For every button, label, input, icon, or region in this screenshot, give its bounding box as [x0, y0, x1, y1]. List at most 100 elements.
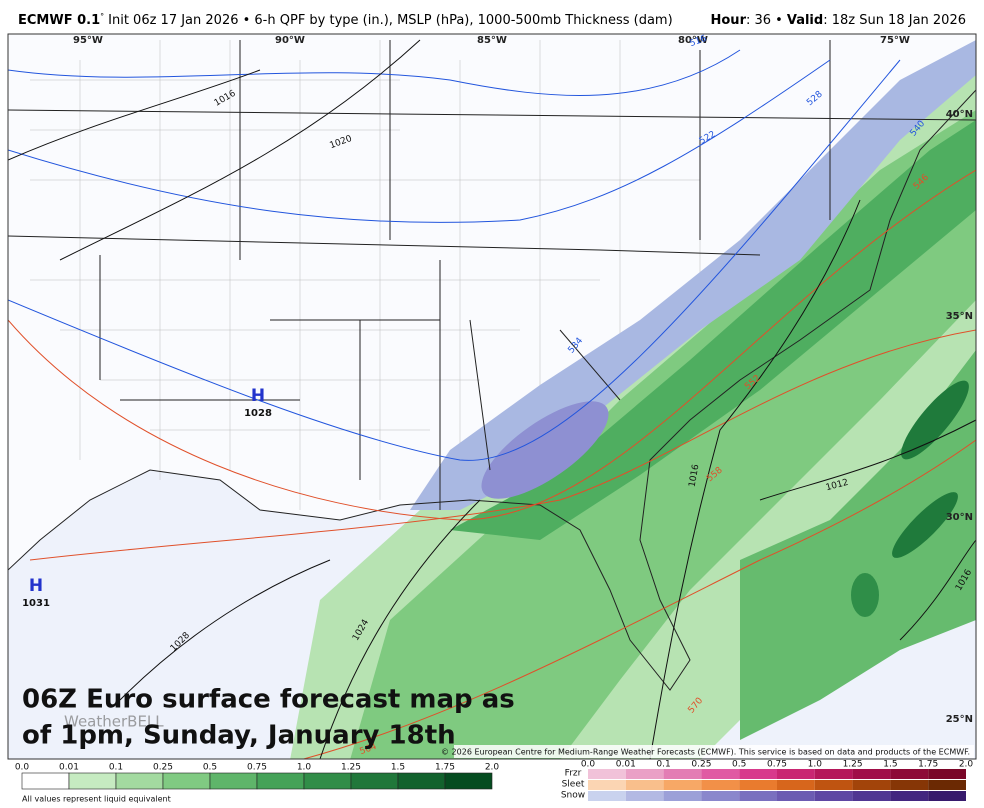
rain-swatch	[68, 772, 117, 790]
winter-swatch	[928, 791, 966, 801]
isobar	[8, 69, 261, 161]
precip-core	[901, 380, 969, 460]
winter-swatch	[663, 769, 702, 779]
high-symbol: H	[251, 386, 265, 406]
rain-value: 0.75	[247, 763, 267, 773]
winter-value: 1.5	[883, 760, 897, 770]
rain-value: 0.1	[109, 763, 123, 773]
longitude-label: 85°W	[477, 35, 507, 46]
isobar	[319, 499, 481, 759]
winter-value: 2.0	[959, 760, 974, 770]
winter-type: Frzr	[565, 769, 582, 779]
rain-value: 0.0	[15, 763, 30, 773]
winter-type: Sleet	[562, 780, 585, 790]
winter-swatch	[890, 769, 929, 779]
winter-swatch	[928, 780, 966, 790]
winter-swatch	[814, 769, 853, 779]
valid-value: : 18z Sun 18 Jan 2026	[823, 13, 966, 28]
isobar	[59, 39, 421, 261]
high-symbol: H	[29, 576, 43, 596]
rain-swatch	[256, 772, 305, 790]
precip-core	[851, 573, 879, 617]
winter-swatch	[928, 769, 966, 779]
snow-light	[410, 40, 976, 510]
winter-swatch	[777, 791, 815, 801]
isobar	[649, 199, 861, 759]
graticule-labels: 95°W 90°W 85°W 80°W 75°W 40°N 35°N 30°N 25°N	[73, 35, 973, 725]
rain-swatch	[303, 772, 352, 790]
isobar-label: 1016	[688, 463, 702, 488]
watermark: WeatherBELL	[64, 713, 164, 731]
map-border	[7, 33, 977, 760]
winter-swatch	[890, 780, 929, 790]
copyright: © 2026 European Centre for Medium-Range …	[441, 748, 970, 757]
coastline	[8, 89, 976, 691]
longitude-label: 80°W	[678, 35, 708, 46]
thickness-line	[8, 59, 901, 461]
rain-value: 1.5	[391, 763, 405, 773]
winter-value: 0.75	[767, 760, 787, 770]
winter-value: 0.1	[656, 760, 670, 770]
rain-swatch	[115, 772, 164, 790]
longitude-label: 90°W	[275, 35, 305, 46]
winter-swatch	[701, 780, 740, 790]
isobar	[899, 539, 976, 641]
winter-value: 0.25	[691, 760, 711, 770]
longitude-label: 95°W	[73, 35, 103, 46]
land	[8, 34, 976, 690]
snow-moderate	[481, 401, 609, 499]
rain-value: 0.01	[59, 763, 79, 773]
legend: All values represent liquid equivalent 0…	[15, 760, 974, 804]
longitude-label: 75°W	[880, 35, 910, 46]
thickness-line	[8, 59, 831, 223]
rain-value: 2.0	[485, 763, 500, 773]
valid-label: Valid	[787, 13, 823, 28]
winter-swatch	[663, 791, 702, 801]
winter-value: 1.75	[918, 760, 938, 770]
overlay-text: 06Z Euro surface forecast map as	[22, 685, 515, 715]
rain-swatch	[350, 772, 399, 790]
isobar	[119, 559, 331, 701]
model: ECMWF 0.1	[18, 13, 100, 28]
winter-swatch	[625, 769, 664, 779]
title: ECMWF 0.1° Init 06z 17 Jan 2026 • 6-h QPF…	[18, 12, 673, 28]
rain-swatch	[397, 772, 446, 790]
winter-value: 1.0	[808, 760, 823, 770]
winter-swatch	[625, 791, 664, 801]
rain-value: 1.75	[435, 763, 455, 773]
winter-value: 0.01	[616, 760, 636, 770]
winter-swatch	[739, 791, 777, 801]
rain-value: 0.5	[203, 763, 217, 773]
thickness-line	[29, 329, 976, 561]
legend-note: All values represent liquid equivalent	[22, 795, 171, 804]
copyright-bg	[454, 745, 974, 758]
winter-swatch	[588, 769, 626, 779]
winter-swatch	[663, 780, 702, 790]
precip-heavy	[450, 120, 976, 540]
rain-swatch	[21, 772, 70, 790]
winter-value: 0.0	[581, 760, 596, 770]
winter-swatch	[890, 791, 929, 801]
description: Init 06z 17 Jan 2026 • 6-h QPF by type (…	[108, 13, 673, 28]
rain-value: 1.25	[341, 763, 361, 773]
winter-swatch	[588, 780, 626, 790]
high-pressure: 1028	[244, 408, 272, 419]
thickness-line	[301, 439, 976, 759]
rain-swatch	[444, 772, 493, 790]
rain-value: 0.25	[153, 763, 173, 773]
winter-swatch	[852, 769, 891, 779]
winter-swatch	[739, 780, 777, 790]
overlay-text: of 1pm, Sunday, January 18th	[22, 721, 456, 751]
hour-label: Hour	[711, 13, 747, 28]
winter-swatch	[777, 769, 815, 779]
precip-core	[892, 492, 958, 558]
rain-swatch	[209, 772, 258, 790]
latitude-label: 35°N	[946, 311, 973, 322]
winter-swatch	[588, 791, 626, 801]
winter-swatch	[701, 769, 740, 779]
winter-type: Snow	[561, 791, 585, 801]
winter-value: 1.25	[843, 760, 863, 770]
